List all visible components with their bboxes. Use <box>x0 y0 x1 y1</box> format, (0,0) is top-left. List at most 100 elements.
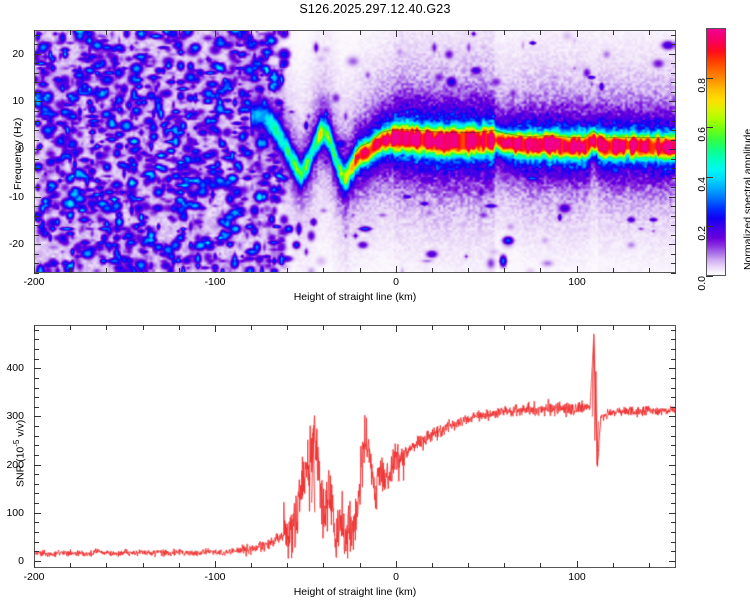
y-tick-right <box>669 197 676 198</box>
y-tick <box>34 121 39 122</box>
y-tick-right <box>669 54 676 55</box>
x-tick <box>396 266 397 273</box>
colorbar-tick-label: 0.6 <box>696 127 708 142</box>
colorbar-tick-label: 0.8 <box>696 78 708 93</box>
y-tick <box>34 35 39 36</box>
x-tick <box>360 563 361 568</box>
x-tick <box>613 563 614 568</box>
x-tick-top <box>323 30 324 35</box>
colorbar-tick-label: 0.2 <box>696 226 708 241</box>
x-tick <box>540 268 541 273</box>
y-tick-right <box>669 416 676 417</box>
colorbar-tick <box>706 226 713 227</box>
y-tick <box>34 330 39 331</box>
x-tick-top <box>179 325 180 330</box>
x-tick-label: 0 <box>393 276 399 288</box>
y-tick <box>34 92 39 93</box>
y-tick-right <box>671 339 676 340</box>
y-tick <box>34 244 41 245</box>
y-tick-right <box>671 436 676 437</box>
x-tick-top <box>613 30 614 35</box>
snr-frame <box>34 325 676 568</box>
y-tick <box>34 551 39 552</box>
y-tick-label: 20 <box>12 48 24 60</box>
y-tick-right <box>671 92 676 93</box>
y-tick-right <box>671 330 676 331</box>
x-tick-top <box>106 30 107 35</box>
spectrogram-x-axis-label: Height of straight line (km) <box>293 291 417 303</box>
y-tick <box>34 513 41 514</box>
x-tick <box>577 266 578 273</box>
x-tick-top <box>179 30 180 35</box>
y-tick <box>34 426 39 427</box>
colorbar-tick-label: 0.4 <box>696 177 708 192</box>
x-tick-label: 100 <box>568 571 586 583</box>
x-tick-label: -100 <box>204 571 226 583</box>
x-tick-label: -200 <box>23 276 45 288</box>
y-tick <box>34 503 39 504</box>
x-tick-top <box>251 325 252 330</box>
x-tick <box>432 563 433 568</box>
x-tick <box>34 561 35 568</box>
y-tick-right <box>671 35 676 36</box>
x-tick <box>504 268 505 273</box>
y-tick <box>34 474 39 475</box>
y-tick <box>34 159 39 160</box>
y-tick <box>34 397 39 398</box>
y-tick-right <box>671 130 676 131</box>
y-tick-right <box>671 349 676 350</box>
y-tick <box>34 388 39 389</box>
x-tick <box>143 563 144 568</box>
x-tick-top <box>215 30 216 37</box>
y-tick-label: 300 <box>6 410 24 422</box>
y-tick-label: -20 <box>8 238 24 250</box>
x-tick-top <box>34 30 35 37</box>
page-title: S126.2025.297.12.40.G23 <box>299 2 451 16</box>
y-tick <box>34 407 39 408</box>
x-tick-top <box>540 325 541 330</box>
y-tick-label: 10 <box>12 95 24 107</box>
y-tick <box>34 54 41 55</box>
x-tick-top <box>106 325 107 330</box>
x-tick-top <box>468 30 469 35</box>
x-tick <box>251 268 252 273</box>
y-tick-right <box>669 513 676 514</box>
y-tick-right <box>671 44 676 45</box>
x-tick-top <box>70 325 71 330</box>
y-tick <box>34 140 39 141</box>
y-tick-right <box>669 561 676 562</box>
y-tick-right <box>671 388 676 389</box>
y-tick-right <box>671 159 676 160</box>
y-tick <box>34 149 41 150</box>
x-tick <box>323 268 324 273</box>
x-tick-label: 100 <box>568 276 586 288</box>
x-tick-top <box>287 325 288 330</box>
x-tick <box>70 268 71 273</box>
y-tick <box>34 455 39 456</box>
x-tick-label: -200 <box>23 571 45 583</box>
y-tick-right <box>671 359 676 360</box>
y-tick-label: 200 <box>6 459 24 471</box>
y-tick <box>34 532 39 533</box>
x-tick <box>179 563 180 568</box>
y-tick <box>34 235 39 236</box>
y-tick <box>34 111 39 112</box>
snr-y-axis-label: SNR (10-5 v/v) <box>12 419 27 487</box>
y-tick-right <box>671 484 676 485</box>
y-tick <box>34 542 39 543</box>
y-tick-right <box>671 397 676 398</box>
y-tick <box>34 63 39 64</box>
y-tick-right <box>669 149 676 150</box>
x-tick-top <box>649 325 650 330</box>
x-tick <box>70 563 71 568</box>
y-tick <box>34 445 39 446</box>
x-tick-top <box>540 30 541 35</box>
colorbar-tick <box>706 127 713 128</box>
x-tick <box>360 268 361 273</box>
y-tick-right <box>671 445 676 446</box>
spectrogram-y-axis-label: Frequency (Hz) <box>12 117 24 190</box>
x-tick <box>251 563 252 568</box>
y-tick-right <box>671 187 676 188</box>
y-tick <box>34 493 39 494</box>
y-tick-label: 400 <box>6 362 24 374</box>
